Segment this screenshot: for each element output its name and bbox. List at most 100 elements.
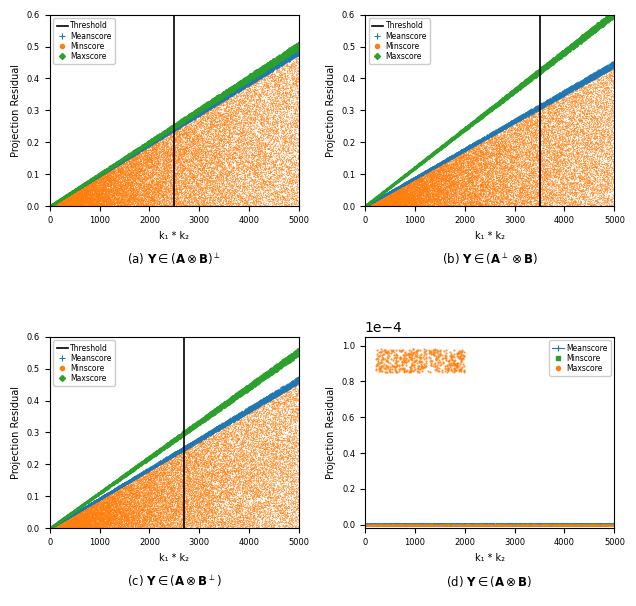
Point	[188, 453, 198, 462]
Point	[422, 177, 432, 187]
Point	[211, 116, 221, 125]
Point	[485, 520, 495, 530]
Point	[258, 369, 268, 379]
Point	[566, 40, 576, 50]
Point	[444, 193, 454, 202]
Point	[515, 170, 525, 180]
Point	[223, 467, 233, 477]
Point	[225, 141, 235, 151]
Point	[398, 191, 408, 201]
Point	[49, 199, 59, 208]
Point	[277, 96, 287, 106]
Point	[417, 158, 427, 167]
Point	[436, 520, 446, 530]
Point	[397, 520, 407, 530]
Point	[464, 185, 474, 195]
Point	[142, 505, 152, 514]
Point	[132, 201, 142, 210]
Point	[99, 192, 109, 202]
Point	[161, 147, 171, 156]
Point	[176, 147, 186, 157]
Point	[486, 165, 496, 175]
Point	[457, 163, 467, 173]
Point	[422, 171, 432, 181]
Point	[69, 186, 79, 196]
Point	[502, 184, 512, 193]
Point	[98, 516, 108, 525]
Point	[506, 144, 516, 153]
Point	[95, 503, 106, 513]
Point	[431, 146, 441, 156]
Point	[264, 469, 274, 479]
Point	[146, 478, 156, 487]
Point	[190, 145, 200, 155]
Point	[553, 115, 563, 125]
Point	[233, 158, 243, 167]
Point	[493, 519, 503, 529]
Point	[604, 201, 614, 210]
Point	[459, 145, 469, 155]
Point	[97, 185, 107, 195]
Point	[251, 72, 261, 81]
Point	[142, 161, 153, 170]
Point	[268, 422, 279, 432]
Point	[435, 171, 445, 181]
Point	[597, 138, 607, 147]
Point	[98, 199, 108, 209]
Point	[575, 81, 585, 90]
Point	[277, 512, 287, 522]
Point	[168, 450, 178, 460]
Point	[85, 185, 95, 195]
Point	[269, 64, 279, 74]
Point	[293, 472, 303, 482]
Point	[266, 145, 276, 155]
Point	[61, 191, 71, 201]
Point	[67, 511, 78, 521]
Point	[134, 487, 144, 497]
Point	[249, 461, 259, 470]
Point	[439, 519, 449, 529]
Point	[176, 164, 186, 174]
Point	[224, 419, 234, 428]
Point	[278, 448, 288, 458]
Point	[111, 512, 121, 522]
Point	[433, 145, 443, 155]
Point	[202, 201, 212, 211]
Point	[585, 175, 595, 184]
Point	[142, 487, 153, 497]
Point	[222, 442, 232, 451]
Point	[373, 201, 383, 211]
Point	[404, 176, 415, 185]
Point	[149, 144, 159, 153]
Point	[103, 169, 113, 179]
Point	[605, 180, 615, 190]
Point	[495, 178, 506, 187]
Point	[50, 198, 60, 207]
Point	[362, 201, 372, 210]
Point	[460, 188, 470, 198]
Point	[513, 119, 523, 129]
Point	[61, 522, 71, 531]
Point	[389, 187, 399, 197]
Point	[66, 511, 76, 521]
Point	[264, 176, 274, 185]
Point	[242, 198, 252, 208]
Point	[265, 99, 275, 108]
Point	[223, 474, 233, 484]
Point	[213, 519, 223, 528]
Point	[107, 186, 118, 196]
Point	[186, 438, 196, 448]
Point	[462, 201, 473, 211]
Point	[281, 455, 291, 465]
Point	[537, 519, 547, 529]
Point	[64, 522, 74, 532]
Point	[113, 178, 123, 187]
Point	[254, 193, 264, 203]
Point	[548, 58, 558, 67]
Point	[106, 163, 116, 173]
Point	[118, 508, 128, 518]
Point	[490, 170, 501, 179]
Point	[147, 462, 157, 472]
Point	[70, 185, 80, 195]
Point	[106, 162, 116, 172]
